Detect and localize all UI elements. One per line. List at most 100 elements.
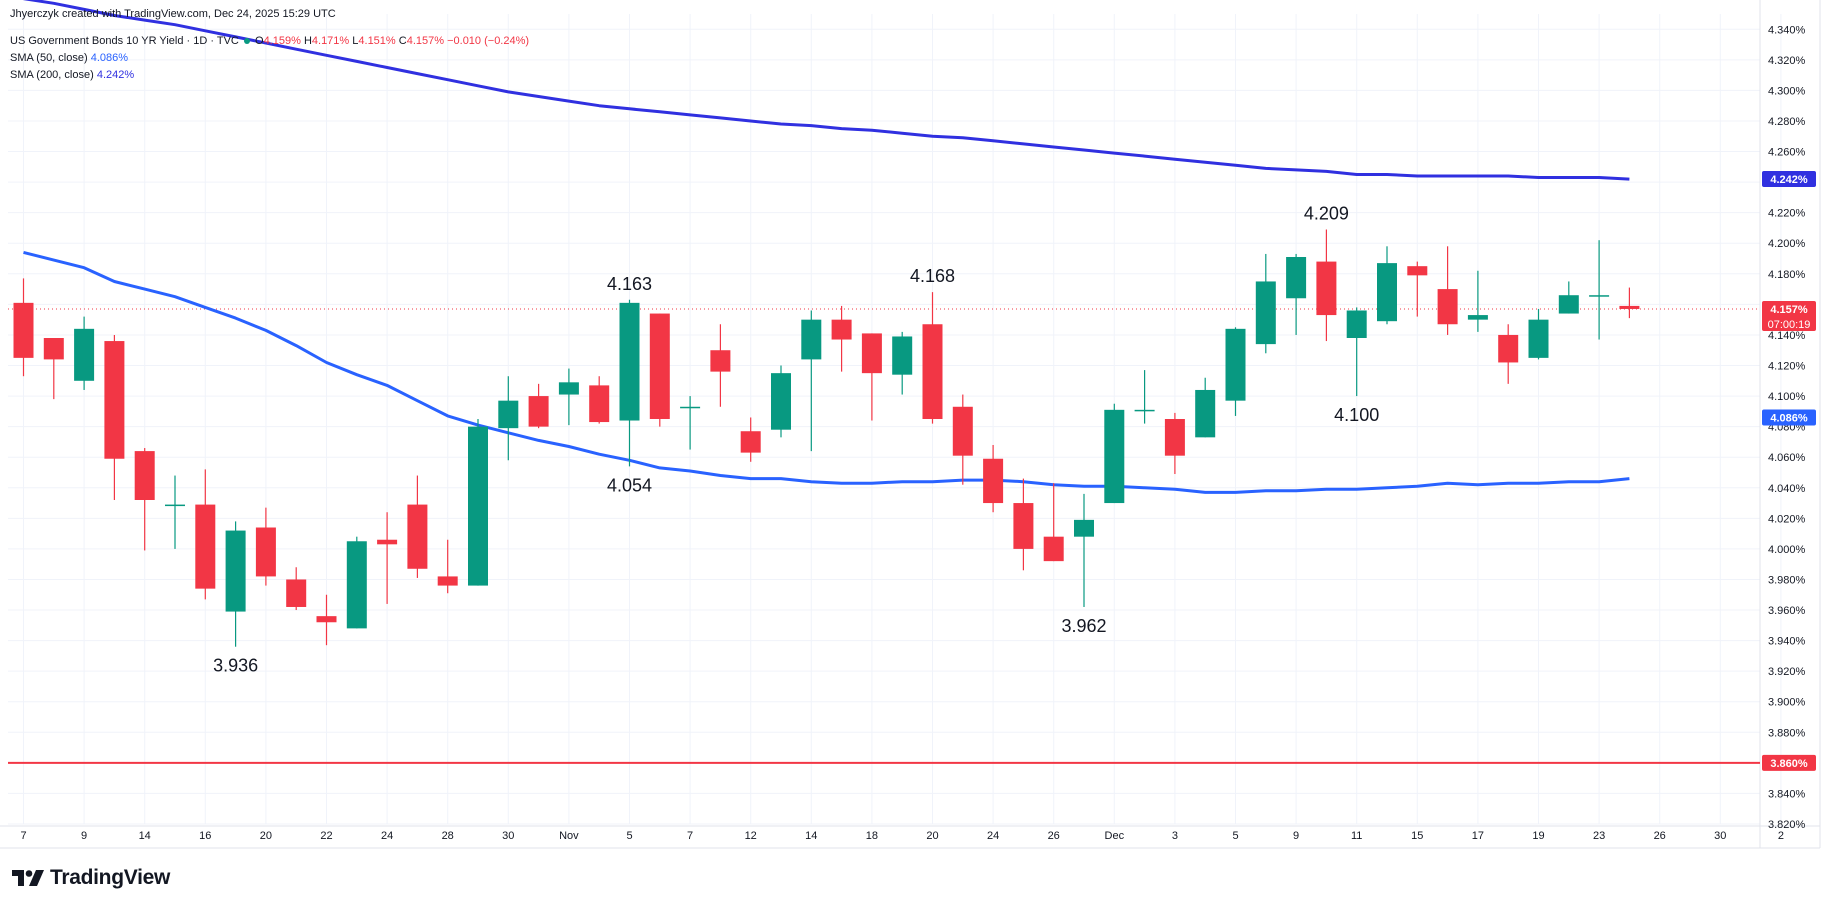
- candle-up[interactable]: [1255, 281, 1276, 345]
- sma200-line: [23, 0, 1630, 181]
- close-value: 4.157%: [406, 35, 445, 47]
- candle-down[interactable]: [1437, 289, 1458, 325]
- candle-up[interactable]: [771, 373, 791, 430]
- candle-up[interactable]: [801, 319, 822, 360]
- candle-up[interactable]: [558, 382, 579, 395]
- candle-down[interactable]: [43, 338, 64, 360]
- support-price-tag: 3.860%: [1770, 758, 1808, 770]
- candle-up[interactable]: [1195, 389, 1216, 438]
- candle-down[interactable]: [437, 576, 458, 586]
- candle-down[interactable]: [528, 396, 549, 427]
- time-axis-label: 16: [199, 830, 211, 842]
- candle-up[interactable]: [1558, 295, 1579, 314]
- price-axis-label: 3.920%: [1768, 666, 1806, 678]
- candle-down[interactable]: [1498, 334, 1519, 363]
- candle-down[interactable]: [649, 313, 670, 419]
- price-annotation: 4.168: [910, 266, 955, 286]
- price-axis-label: 4.100%: [1768, 391, 1806, 403]
- candle-down[interactable]: [377, 539, 398, 545]
- candle-down[interactable]: [316, 616, 337, 623]
- candle-down[interactable]: [134, 451, 155, 500]
- candle-up[interactable]: [680, 406, 701, 409]
- price-axis-label: 4.220%: [1768, 208, 1806, 220]
- sma200-legend[interactable]: SMA (200, close) 4.242%: [10, 69, 134, 81]
- candle-down[interactable]: [1316, 261, 1337, 316]
- candle-up[interactable]: [1134, 409, 1155, 412]
- price-axis-label: 3.880%: [1768, 727, 1806, 739]
- time-axis-label: 30: [1714, 830, 1726, 842]
- low-label: L: [352, 35, 359, 47]
- candle-down[interactable]: [983, 458, 1004, 504]
- sma50-label: SMA (50, close): [10, 52, 88, 64]
- ohlc-legend[interactable]: US Government Bonds 10 YR Yield · 1D · T…: [10, 35, 529, 47]
- sma200-price-tag-bg: [1762, 171, 1816, 188]
- time-axis-label: 24: [987, 830, 999, 842]
- time-axis-label: 23: [1593, 830, 1605, 842]
- candle-up[interactable]: [619, 302, 640, 421]
- candle-up[interactable]: [468, 426, 488, 586]
- price-axis-label: 4.060%: [1768, 452, 1806, 464]
- time-axis-label: 7: [687, 830, 693, 842]
- time-axis-label: 7: [20, 830, 26, 842]
- time-axis-label: 26: [1654, 830, 1666, 842]
- price-axis-label: 4.180%: [1768, 269, 1806, 281]
- candle-down[interactable]: [286, 579, 307, 607]
- candle-up[interactable]: [892, 336, 913, 375]
- price-annotation: 3.962: [1061, 616, 1106, 636]
- price-axis-label: 4.320%: [1768, 55, 1806, 67]
- time-axis-label: 28: [442, 830, 454, 842]
- candle-up[interactable]: [1074, 519, 1094, 537]
- candle-down[interactable]: [589, 385, 610, 423]
- candle-up[interactable]: [1528, 319, 1549, 358]
- candle-down[interactable]: [1013, 503, 1034, 549]
- candle-down[interactable]: [831, 319, 852, 340]
- sma50-value: 4.086%: [90, 52, 129, 64]
- candle-down[interactable]: [1619, 305, 1640, 309]
- candle-down[interactable]: [922, 324, 943, 419]
- price-annotation: 4.100: [1334, 405, 1379, 425]
- candle-down[interactable]: [1043, 536, 1064, 562]
- candle-down[interactable]: [255, 527, 276, 577]
- sma50-legend[interactable]: SMA (50, close) 4.086%: [10, 52, 128, 64]
- candle-down[interactable]: [861, 333, 882, 374]
- candle-up[interactable]: [1589, 295, 1610, 297]
- candle-down[interactable]: [407, 504, 428, 569]
- close-label: C: [398, 35, 407, 47]
- time-axis-label: 14: [139, 830, 151, 842]
- candle-down[interactable]: [1407, 266, 1428, 276]
- candle-up[interactable]: [225, 530, 246, 612]
- support-price-tag-bg: [1762, 754, 1816, 771]
- sma50-price-tag: 4.086%: [1770, 412, 1808, 424]
- candle-down[interactable]: [740, 431, 761, 453]
- brand-name: TradingView: [50, 866, 171, 889]
- candle-up[interactable]: [1377, 263, 1397, 322]
- candle-up[interactable]: [165, 504, 185, 507]
- candle-up[interactable]: [1104, 409, 1125, 504]
- candle-down[interactable]: [13, 302, 34, 358]
- candle-down[interactable]: [195, 504, 216, 589]
- time-axis-label: 18: [866, 830, 878, 842]
- candle-up[interactable]: [346, 541, 367, 629]
- sma50-price-tag-bg: [1762, 409, 1816, 426]
- candle-down[interactable]: [104, 341, 125, 459]
- open-value: 4.159%: [263, 35, 301, 47]
- candle-up[interactable]: [1286, 257, 1307, 299]
- candle-up[interactable]: [498, 400, 519, 429]
- candle-down[interactable]: [710, 350, 731, 372]
- candle-down[interactable]: [1164, 419, 1185, 456]
- time-axis-label: 14: [805, 830, 817, 842]
- time-axis-label: 15: [1411, 830, 1423, 842]
- price-axis-label: 3.940%: [1768, 636, 1806, 648]
- time-axis-label: Dec: [1105, 830, 1125, 842]
- candle-up[interactable]: [1225, 328, 1246, 401]
- candle-up[interactable]: [1467, 315, 1488, 320]
- time-axis-label: 2: [1778, 830, 1784, 842]
- time-axis-label: 5: [1232, 830, 1238, 842]
- tradingview-brand[interactable]: TradingView: [12, 866, 170, 890]
- candle-down[interactable]: [952, 406, 973, 456]
- symbol-description: US Government Bonds 10 YR Yield · 1D · T…: [10, 35, 239, 47]
- sma200-value: 4.242%: [96, 69, 135, 81]
- candle-up[interactable]: [1346, 310, 1367, 338]
- candle-up[interactable]: [74, 328, 95, 381]
